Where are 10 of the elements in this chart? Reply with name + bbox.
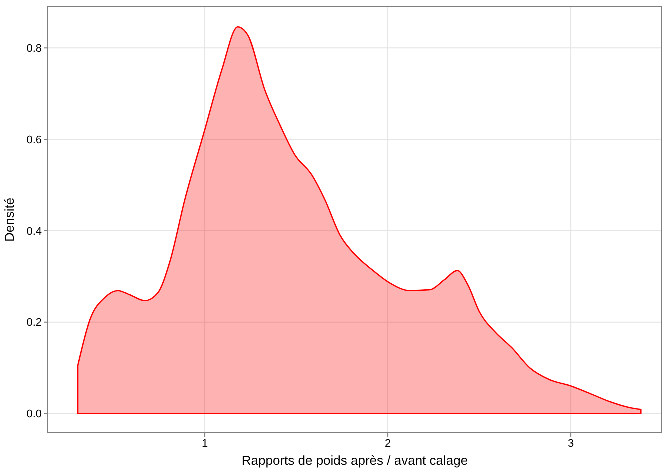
x-tick-label: 3 bbox=[568, 438, 574, 450]
y-tick-label: 0.8 bbox=[26, 42, 42, 55]
y-tick-label: 0.4 bbox=[26, 226, 42, 238]
x-axis-title: Rapports de poids après / avant calage bbox=[242, 453, 468, 468]
y-axis-title: Densité bbox=[2, 198, 17, 242]
y-tick-label: 0.2 bbox=[26, 317, 42, 330]
y-tick-label: 0.0 bbox=[26, 408, 42, 421]
x-tick-label: 2 bbox=[384, 438, 392, 450]
x-tick-label: 1 bbox=[202, 438, 208, 450]
y-tick-label: 0.6 bbox=[26, 134, 42, 146]
